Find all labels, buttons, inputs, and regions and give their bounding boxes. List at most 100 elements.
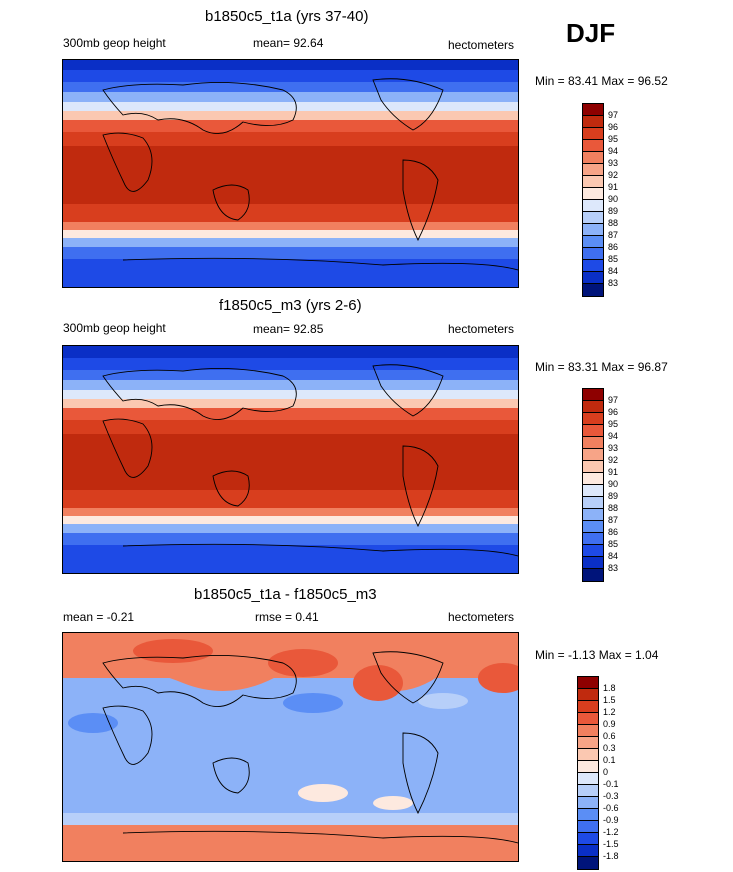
- colorbar-tick: -0.6: [603, 803, 619, 813]
- colorbar-swatch: [578, 737, 598, 749]
- colorbar-swatch: [583, 521, 603, 533]
- colorbar-swatch: [583, 272, 603, 284]
- colorbar-swatch: [583, 413, 603, 425]
- colorbar-swatch: [578, 809, 598, 821]
- colorbar-tick: 96: [608, 122, 619, 132]
- colorbar-swatch: [578, 701, 598, 713]
- colorbar-swatch: [583, 188, 603, 200]
- panel3-rmse-label: rmse = 0.41: [255, 610, 319, 624]
- colorbar-swatch: [583, 104, 603, 116]
- panel2-map: [62, 345, 519, 574]
- colorbar-tick: 0: [603, 767, 609, 777]
- panel3-colorbar: [577, 676, 599, 870]
- colorbar-swatch: [583, 212, 603, 224]
- colorbar-tick: 95: [608, 134, 619, 144]
- colorbar-tick: 94: [608, 431, 619, 441]
- panel1-minmax-label: Min = 83.41 Max = 96.52: [535, 74, 668, 88]
- colorbar-swatch: [583, 461, 603, 473]
- panel1-map: [62, 59, 519, 288]
- colorbar-swatch: [583, 128, 603, 140]
- panel1-variable-label: 300mb geop height: [63, 36, 166, 50]
- colorbar-tick: -0.9: [603, 815, 619, 825]
- colorbar-swatch: [583, 224, 603, 236]
- colorbar-swatch: [578, 821, 598, 833]
- colorbar-tick: 89: [608, 491, 619, 501]
- colorbar-swatch: [583, 116, 603, 128]
- colorbar-tick: -1.8: [603, 851, 619, 861]
- colorbar-swatch: [583, 425, 603, 437]
- colorbar-tick: 87: [608, 230, 619, 240]
- colorbar-swatch: [578, 797, 598, 809]
- colorbar-swatch: [583, 485, 603, 497]
- panel1-colorbar: [582, 103, 604, 297]
- colorbar-tick: 92: [608, 170, 619, 180]
- panel2-units-label: hectometers: [448, 322, 515, 336]
- colorbar-swatch: [583, 389, 603, 401]
- colorbar-tick: 88: [608, 503, 619, 513]
- colorbar-tick: 91: [608, 182, 619, 192]
- colorbar-swatch: [578, 785, 598, 797]
- colorbar-swatch: [583, 569, 603, 581]
- colorbar-swatch: [578, 857, 598, 869]
- panel2-mean-label: mean= 92.85: [253, 322, 324, 336]
- colorbar-swatch: [583, 176, 603, 188]
- colorbar-swatch: [578, 845, 598, 857]
- colorbar-swatch: [578, 773, 598, 785]
- panel3-title: b1850c5_t1a - f1850c5_m3: [194, 586, 377, 603]
- colorbar-swatch: [583, 557, 603, 569]
- colorbar-swatch: [583, 260, 603, 272]
- colorbar-tick: 93: [608, 443, 619, 453]
- panel1-title: b1850c5_t1a (yrs 37-40): [205, 8, 369, 25]
- colorbar-tick: 0.3: [603, 743, 616, 753]
- colorbar-swatch: [583, 437, 603, 449]
- panel3-minmax-label: Min = -1.13 Max = 1.04: [535, 648, 659, 662]
- colorbar-swatch: [583, 140, 603, 152]
- colorbar-tick: 86: [608, 242, 619, 252]
- colorbar-swatch: [578, 749, 598, 761]
- colorbar-swatch: [583, 497, 603, 509]
- colorbar-swatch: [583, 533, 603, 545]
- colorbar-tick: 96: [608, 407, 619, 417]
- colorbar-tick: 89: [608, 206, 619, 216]
- colorbar-swatch: [583, 509, 603, 521]
- panel1-units-label: hectometers: [448, 38, 515, 52]
- colorbar-tick: 1.5: [603, 695, 616, 705]
- panel3-map: [62, 632, 519, 862]
- colorbar-swatch: [583, 545, 603, 557]
- colorbar-tick: 0.9: [603, 719, 616, 729]
- colorbar-tick: 83: [608, 278, 619, 288]
- colorbar-swatch: [583, 473, 603, 485]
- colorbar-swatch: [578, 713, 598, 725]
- colorbar-tick: 1.2: [603, 707, 616, 717]
- colorbar-swatch: [578, 677, 598, 689]
- colorbar-swatch: [583, 164, 603, 176]
- colorbar-tick: 90: [608, 194, 619, 204]
- colorbar-tick: 84: [608, 266, 619, 276]
- season-label: DJF: [566, 18, 616, 48]
- colorbar-swatch: [583, 152, 603, 164]
- colorbar-tick: -0.3: [603, 791, 619, 801]
- colorbar-swatch: [583, 200, 603, 212]
- colorbar-tick: 92: [608, 455, 619, 465]
- colorbar-swatch: [583, 236, 603, 248]
- colorbar-tick: 91: [608, 467, 619, 477]
- colorbar-tick: 97: [608, 395, 619, 405]
- colorbar-swatch: [583, 449, 603, 461]
- panel1-mean-label: mean= 92.64: [253, 36, 324, 50]
- colorbar-tick: -0.1: [603, 779, 619, 789]
- colorbar-swatch: [583, 401, 603, 413]
- colorbar-tick: 93: [608, 158, 619, 168]
- panel2-title: f1850c5_m3 (yrs 2-6): [219, 297, 362, 314]
- colorbar-tick: 97: [608, 110, 619, 120]
- panel3-mean-label: mean = -0.21: [63, 610, 135, 624]
- colorbar-tick: 86: [608, 527, 619, 537]
- panel2-minmax-label: Min = 83.31 Max = 96.87: [535, 360, 668, 374]
- colorbar-tick: 88: [608, 218, 619, 228]
- panel2-variable-label: 300mb geop height: [63, 321, 166, 335]
- panel2-colorbar: [582, 388, 604, 582]
- colorbar-tick: 83: [608, 563, 619, 573]
- colorbar-tick: 95: [608, 419, 619, 429]
- colorbar-swatch: [578, 833, 598, 845]
- colorbar-tick: 94: [608, 146, 619, 156]
- panel3-units-label: hectometers: [448, 610, 515, 624]
